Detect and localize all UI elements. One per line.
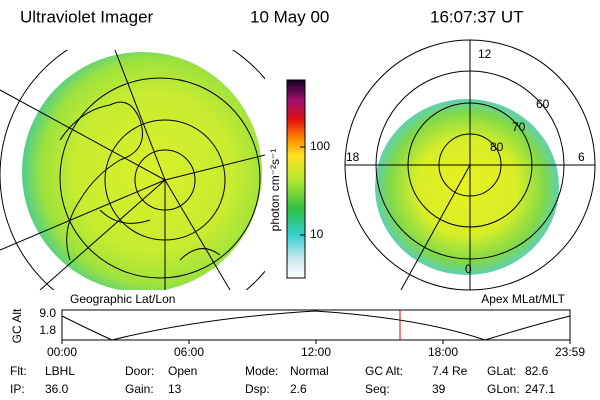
field-value: 36.0	[45, 382, 69, 396]
altitude-y-label: 9.0	[39, 306, 56, 320]
altitude-curve	[61, 310, 571, 341]
panel-label: Apex MLat/MLT	[481, 292, 565, 306]
field-value: 82.6	[525, 364, 549, 378]
altitude-plot	[61, 309, 571, 341]
mlt-label: 18	[346, 150, 360, 164]
time-label: 06:00	[174, 345, 204, 359]
field-value: 247.1	[525, 382, 555, 396]
time-label: 23:59	[555, 345, 585, 359]
field-label: GLat:	[487, 364, 516, 378]
mlat-label: 80	[490, 140, 504, 154]
altitude-y-label: 1.8	[39, 323, 56, 337]
field-label: IP:	[10, 382, 25, 396]
field-value: Open	[168, 364, 197, 378]
altitude-axis-label: GC Alt	[10, 308, 24, 343]
mlt-label: 0	[465, 262, 472, 276]
field-label: Dsp:	[245, 382, 270, 396]
colorbar	[286, 79, 306, 279]
field-label: Seq:	[365, 382, 390, 396]
mlat-label: 60	[536, 97, 550, 111]
time-label: 00:00	[47, 345, 77, 359]
mlat-mlt-image	[344, 39, 596, 291]
time-label: 18:00	[428, 345, 458, 359]
field-value: LBHL	[45, 364, 75, 378]
time: 16:07:37 UT	[430, 7, 524, 26]
time-label: 12:00	[301, 345, 331, 359]
field-label: Flt:	[10, 364, 27, 378]
date: 10 May 00	[250, 7, 329, 26]
colorbar-label: photon cm⁻²s⁻¹	[268, 149, 282, 232]
field-value: 2.6	[290, 382, 307, 396]
mlt-label: 12	[478, 47, 492, 61]
field-value: 39	[432, 382, 446, 396]
field-label: GC Alt:	[365, 364, 403, 378]
panel-label: Geographic Lat/Lon	[70, 292, 175, 306]
field-label: GLon:	[487, 382, 520, 396]
instrument: Ultraviolet Imager	[20, 7, 154, 26]
field-value: Normal	[290, 364, 329, 378]
colorbar-tick: 100	[310, 139, 330, 153]
field-value: 13	[168, 382, 182, 396]
colorbar-tick: 10	[310, 227, 324, 241]
field-label: Mode:	[245, 364, 278, 378]
mlat-label: 70	[512, 120, 526, 134]
geographic-image	[0, 50, 265, 290]
field-label: Gain:	[125, 382, 154, 396]
field-label: Door:	[125, 364, 154, 378]
field-value: 7.4 Re	[432, 364, 468, 378]
mlt-label: 6	[578, 150, 585, 164]
